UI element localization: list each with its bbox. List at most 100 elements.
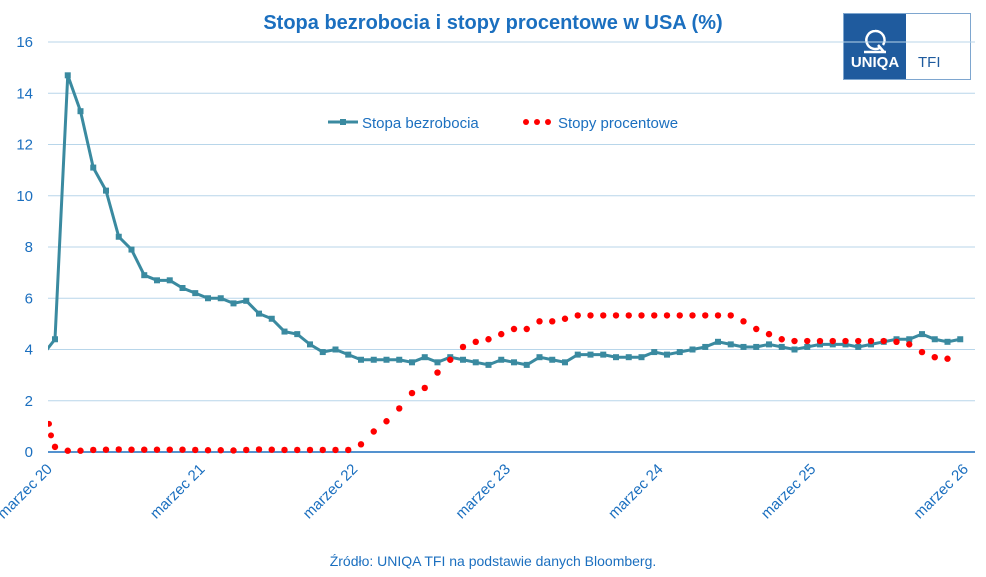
rate-point — [128, 446, 135, 453]
unemployment-point — [791, 346, 798, 353]
unemployment-point — [906, 336, 913, 343]
unemployment-point — [421, 354, 428, 361]
unemployment-point — [511, 359, 517, 366]
rate-point — [625, 312, 632, 319]
unemployment-point — [103, 187, 109, 194]
rate-point — [319, 446, 326, 454]
x-tick-label: marzec 22 — [300, 461, 362, 523]
rate-point — [510, 325, 518, 333]
rate-point — [192, 446, 199, 454]
unemployment-point — [931, 336, 938, 343]
rate-point — [281, 446, 288, 454]
unemployment-point — [919, 331, 925, 338]
unemployment-point — [268, 315, 275, 322]
unemployment-point — [345, 351, 352, 358]
unemployment-point — [829, 341, 836, 348]
unemployment-point — [485, 361, 492, 368]
rate-point — [587, 312, 594, 319]
unemployment-point — [766, 341, 772, 348]
rate-point — [574, 312, 581, 319]
unemployment-point — [154, 277, 160, 284]
rate-point — [434, 369, 441, 376]
unemployment-point — [358, 356, 364, 363]
unemployment-point — [115, 233, 122, 240]
unemployment-point — [460, 356, 466, 363]
rate-point — [893, 338, 900, 346]
rate-point — [727, 312, 734, 319]
unemployment-point — [217, 295, 224, 302]
unemployment-point — [638, 354, 645, 361]
unemployment-point — [600, 351, 607, 358]
rate-point — [523, 325, 530, 333]
y-tick-label: 16 — [16, 34, 33, 51]
unemployment-point — [243, 297, 250, 304]
rate-point — [714, 312, 722, 319]
unemployment-point — [651, 349, 658, 356]
y-tick-label: 6 — [25, 290, 33, 307]
rate-point — [536, 318, 543, 325]
x-tick-label: marzec 23 — [452, 461, 514, 523]
unemployment-point — [740, 343, 747, 350]
uniqa-tfi-logo: UNIQA TFI — [843, 13, 971, 80]
legend-marker-unemployment — [340, 119, 346, 125]
rate-point — [498, 330, 505, 338]
rate-point — [829, 337, 836, 345]
unemployment-point — [370, 356, 377, 363]
rate-point — [255, 446, 263, 453]
y-tick-label: 8 — [25, 239, 33, 256]
unemployment-point — [319, 349, 326, 356]
rate-point — [115, 446, 122, 453]
unemployment-point — [702, 343, 709, 350]
unemployment-point — [77, 108, 84, 115]
uniqa-logo-icon — [864, 29, 886, 54]
rate-point — [778, 336, 785, 343]
unemployment-point — [574, 351, 581, 358]
unemployment-point — [472, 359, 479, 366]
rate-point — [459, 343, 467, 351]
rate-point — [370, 428, 377, 435]
x-tick-label: marzec 20 — [0, 461, 56, 523]
rate-point — [179, 446, 186, 453]
unemployment-point — [128, 246, 135, 253]
rate-point — [141, 446, 148, 453]
unemployment-point — [383, 356, 390, 363]
rate-point — [931, 353, 938, 361]
rate-point — [676, 312, 683, 319]
unemployment-point — [804, 343, 811, 350]
rate-point — [638, 312, 645, 319]
series-line-unemployment — [48, 74, 961, 367]
rate-point — [217, 447, 224, 454]
rate-point — [804, 337, 811, 345]
unemployment-point — [664, 351, 670, 358]
unemployment-point — [90, 164, 97, 171]
rate-point — [944, 355, 951, 362]
unemployment-point — [205, 295, 211, 302]
unemployment-point — [294, 331, 301, 338]
rate-point — [332, 446, 339, 454]
unemployment-point — [64, 72, 71, 79]
rate-point — [663, 312, 671, 319]
unemployment-point — [753, 343, 760, 350]
y-tick-label: 14 — [16, 85, 33, 102]
rate-point — [77, 447, 84, 454]
rate-point — [906, 341, 913, 348]
rate-point — [753, 325, 760, 333]
rate-point — [166, 446, 173, 453]
rate-point — [51, 443, 59, 451]
unemployment-point — [396, 356, 403, 363]
rate-point — [345, 446, 352, 454]
rate-point — [549, 318, 556, 325]
x-tick-label: marzec 24 — [605, 461, 667, 523]
x-tick-label: marzec 21 — [147, 461, 209, 523]
unemployment-point — [957, 336, 964, 343]
rate-point — [153, 446, 161, 453]
x-tick-label: marzec 26 — [910, 461, 972, 523]
y-tick-label: 2 — [25, 393, 33, 410]
unemployment-point — [868, 341, 874, 348]
rate-point — [600, 312, 607, 319]
rate-point — [842, 337, 849, 345]
rate-point — [447, 356, 454, 363]
unemployment-point — [536, 354, 543, 361]
unemployment-point — [256, 310, 262, 317]
